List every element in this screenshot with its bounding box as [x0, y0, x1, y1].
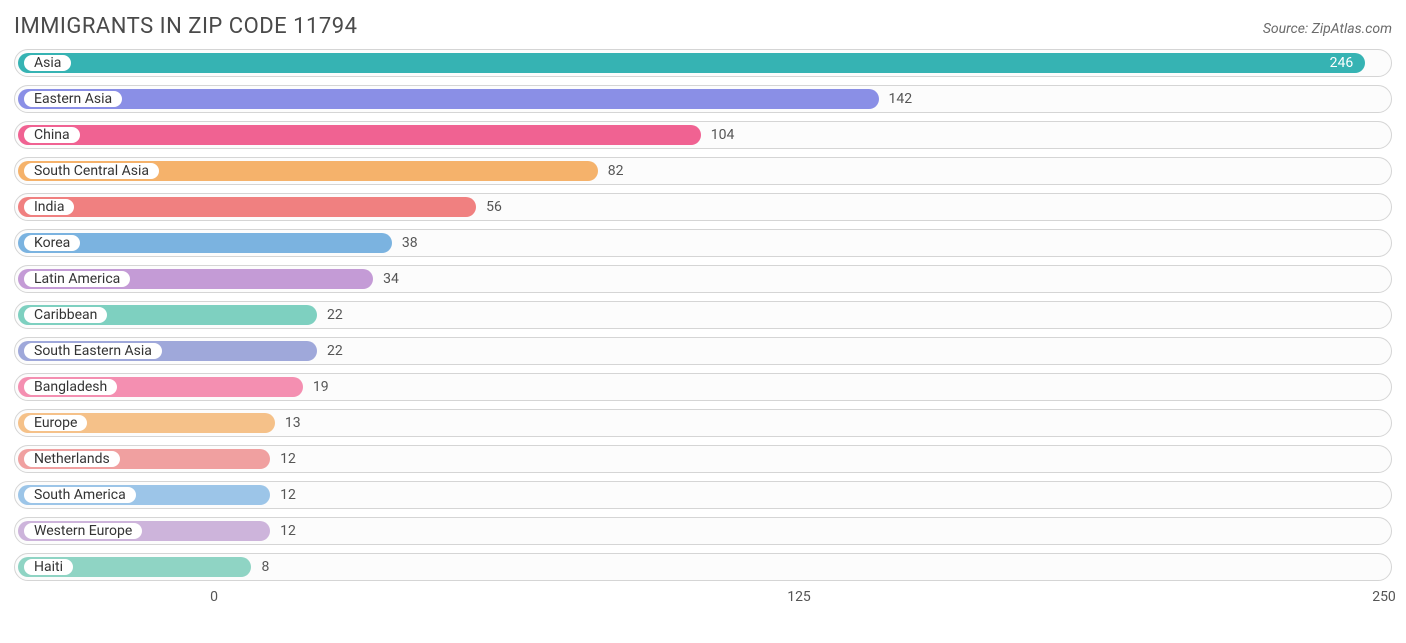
bar-value: 12: [280, 445, 296, 473]
bar-label-pill: Western Europe: [22, 521, 144, 541]
bar-label-pill: China: [22, 125, 82, 145]
bar-fill: [18, 197, 476, 217]
bar-fill: [18, 89, 879, 109]
bar-value: 22: [327, 337, 343, 365]
bar-value: 142: [889, 85, 913, 113]
bar-value: 12: [280, 517, 296, 545]
bar-fill: [18, 53, 1365, 73]
bar-label-pill: Bangladesh: [22, 377, 119, 397]
bar-label-pill: Caribbean: [22, 305, 109, 325]
bar-value: 82: [608, 157, 624, 185]
x-axis-tick: 125: [787, 589, 811, 605]
bar-row: Eastern Asia 142: [14, 85, 1392, 113]
x-axis: 0125250: [14, 589, 1392, 613]
bar-value: 19: [313, 373, 329, 401]
bar-label-pill: Eastern Asia: [22, 89, 124, 109]
bar-value: 56: [486, 193, 502, 221]
bar-row: Western Europe 12: [14, 517, 1392, 545]
bar-value: 8: [261, 553, 269, 581]
bar-label-pill: Latin America: [22, 269, 132, 289]
bar-row: South Central Asia 82: [14, 157, 1392, 185]
bar-label-pill: India: [22, 197, 76, 217]
bar-label-pill: Asia: [22, 53, 73, 73]
bar-value: 38: [402, 229, 418, 257]
bar-label-pill: Europe: [22, 413, 89, 433]
x-axis-tick: 250: [1372, 589, 1396, 605]
bar-label-pill: South America: [22, 485, 138, 505]
bar-row: Bangladesh 19: [14, 373, 1392, 401]
source-label: Source: ZipAtlas.com: [1263, 21, 1392, 37]
bar-row: Latin America 34: [14, 265, 1392, 293]
bar-label-pill: Korea: [22, 233, 82, 253]
bar-chart: Asia 246 Eastern Asia 142 China 104 South Cent…: [14, 49, 1392, 581]
bar-row: South Eastern Asia 22: [14, 337, 1392, 365]
bar-row: China 104: [14, 121, 1392, 149]
bar-row: Netherlands 12: [14, 445, 1392, 473]
bar-label-pill: Netherlands: [22, 449, 122, 469]
bar-value: 34: [383, 265, 399, 293]
bar-row: Haiti 8: [14, 553, 1392, 581]
bar-value: 13: [285, 409, 301, 437]
bar-row: Korea 38: [14, 229, 1392, 257]
bar-value: 104: [711, 121, 735, 149]
bar-label-pill: South Eastern Asia: [22, 341, 164, 361]
header: IMMIGRANTS IN ZIP CODE 11794 Source: Zip…: [14, 14, 1392, 39]
bar-value: 246: [1330, 49, 1354, 77]
bar-fill: [18, 125, 701, 145]
bar-label-pill: Haiti: [22, 557, 75, 577]
bar-row: India 56: [14, 193, 1392, 221]
bar-row: Europe 13: [14, 409, 1392, 437]
bar-value: 12: [280, 481, 296, 509]
x-axis-tick: 0: [210, 589, 218, 605]
bar-row: South America 12: [14, 481, 1392, 509]
bar-value: 22: [327, 301, 343, 329]
bar-label-pill: South Central Asia: [22, 161, 161, 181]
chart-title: IMMIGRANTS IN ZIP CODE 11794: [14, 14, 357, 39]
bar-row: Asia 246: [14, 49, 1392, 77]
bar-row: Caribbean 22: [14, 301, 1392, 329]
